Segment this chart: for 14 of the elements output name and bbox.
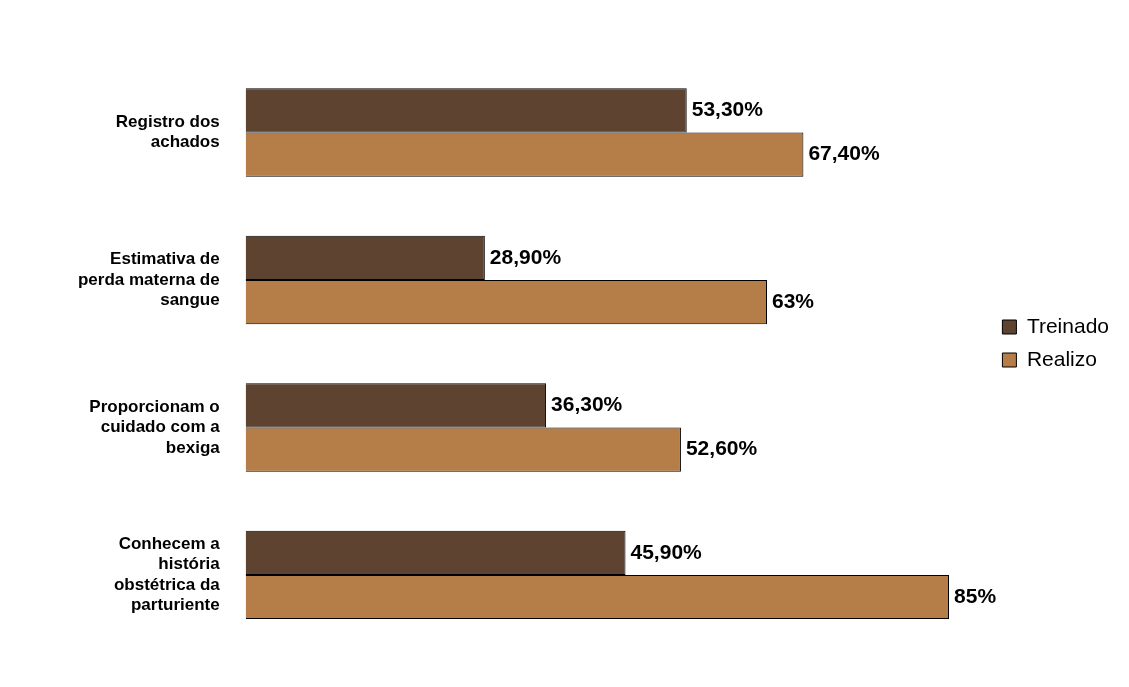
data-label: 36,30% xyxy=(551,392,623,416)
data-label: 52,60% xyxy=(685,436,758,460)
legend-label: Realizo xyxy=(1026,346,1097,370)
data-label: 53,30% xyxy=(691,97,764,121)
y-tick-label: Conhecem a história obstétrica da parturiente xyxy=(113,533,221,615)
data-label: 67,40% xyxy=(808,141,880,165)
data-label: 28,90% xyxy=(489,244,562,268)
y-tick-label: Registro dos achados xyxy=(115,112,220,152)
y-tick-label: Estimativa de perda materna de sangue xyxy=(77,249,220,310)
data-label: 63% xyxy=(771,288,815,312)
data-label: 85% xyxy=(954,583,997,607)
legend-label: Treinado xyxy=(1026,313,1110,337)
y-tick-label: Proporcionam o cuidado com a bexiga xyxy=(89,396,221,457)
data-label: 45,90% xyxy=(630,539,703,563)
